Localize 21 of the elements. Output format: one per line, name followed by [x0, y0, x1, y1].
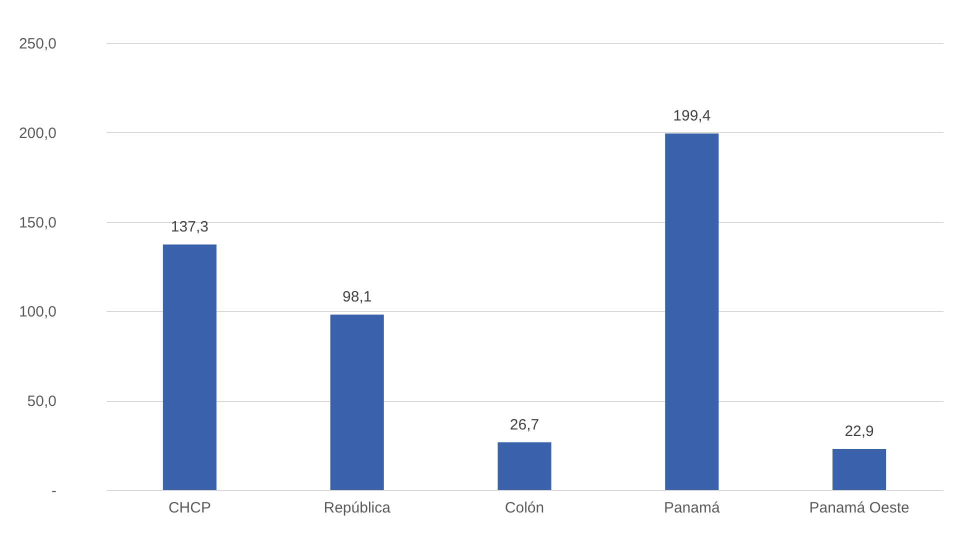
x-tick-label: Panamá: [664, 500, 720, 516]
y-tick-label: 100,0: [18, 304, 56, 321]
x-tick-label: Colón: [504, 500, 544, 516]
data-label: 26,7: [510, 416, 540, 434]
bar: [330, 314, 384, 490]
x-tick-label: República: [324, 500, 392, 516]
x-tick-label: Panamá Oeste: [809, 500, 910, 516]
data-label: 137,3: [170, 218, 208, 236]
bar: [162, 244, 216, 490]
x-tick-label: CHCP: [168, 500, 211, 516]
bar: [832, 449, 886, 490]
data-label: 98,1: [342, 288, 372, 306]
data-label: 199,4: [673, 107, 711, 124]
bar: [665, 133, 719, 490]
bar: [498, 442, 552, 490]
y-tick-label: 200,0: [18, 124, 56, 142]
y-tick-label: 150,0: [18, 214, 56, 232]
data-label: 22,9: [844, 423, 874, 440]
y-tick-label: -: [52, 482, 56, 500]
y-tick-label: 50,0: [27, 393, 56, 410]
y-tick-label: 250,0: [18, 36, 56, 52]
